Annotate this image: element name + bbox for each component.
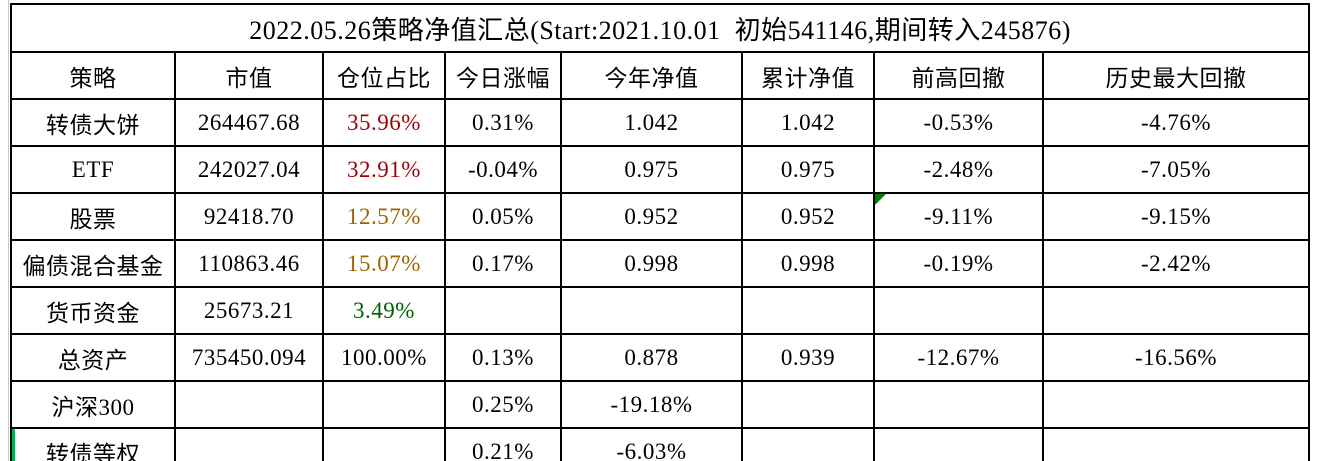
col-header-today-change[interactable]: 今日涨幅 [444,51,562,100]
market-value-cell[interactable]: 242027.04 [174,145,324,194]
market-value-cell[interactable] [174,427,324,461]
ytd-nav-cell[interactable]: -6.03% [560,427,743,461]
col-header-market-value[interactable]: 市值 [174,51,324,100]
sheet-gridline [8,0,9,461]
market-value-cell[interactable]: 735450.094 [174,333,324,382]
prev-high-drawdown-value: -9.11% [923,203,994,229]
strategy-cell[interactable]: 货币资金 [10,286,176,335]
ytd-nav-cell[interactable] [560,286,743,335]
strategy-cell[interactable]: 总资产 [10,333,176,382]
strategy-cell[interactable]: 沪深300 [10,380,176,429]
max-drawdown-cell[interactable]: -4.76% [1041,98,1311,147]
max-drawdown-cell[interactable]: -2.42% [1041,239,1311,288]
max-drawdown-cell[interactable]: -7.05% [1041,145,1311,194]
ytd-nav-cell[interactable]: 0.878 [560,333,743,382]
header-row: 策略 市值 仓位占比 今日涨幅 今年净值 累计净值 前高回撤 历史最大回撤 [10,51,1311,100]
table-row: 转债大饼 264467.68 35.96% 0.31% 1.042 1.042 … [10,98,1311,147]
today-change-cell[interactable]: -0.04% [444,145,562,194]
prev-high-drawdown-cell[interactable]: -0.19% [873,239,1044,288]
prev-high-drawdown-cell[interactable]: -12.67% [873,333,1044,382]
max-drawdown-cell[interactable]: -16.56% [1041,333,1311,382]
ytd-nav-cell[interactable]: 0.998 [560,239,743,288]
prev-high-drawdown-value: -12.67% [917,344,1000,370]
ytd-nav-cell[interactable]: 0.952 [560,192,743,241]
position-cell[interactable]: 35.96% [322,98,446,147]
table-row: ETF 242027.04 32.91% -0.04% 0.975 0.975 … [10,145,1311,194]
prev-high-drawdown-cell[interactable] [873,286,1044,335]
max-drawdown-cell[interactable] [1041,380,1311,429]
cum-nav-cell[interactable]: 0.952 [741,192,875,241]
position-cell[interactable]: 100.00% [322,333,446,382]
prev-high-drawdown-cell[interactable] [873,427,1044,461]
position-cell[interactable]: 15.07% [322,239,446,288]
prev-high-drawdown-cell[interactable] [873,380,1044,429]
col-header-position-pct[interactable]: 仓位占比 [322,51,446,100]
table-row: 偏债混合基金 110863.46 15.07% 0.17% 0.998 0.99… [10,239,1311,288]
position-cell[interactable]: 12.57% [322,192,446,241]
cum-nav-cell[interactable] [741,380,875,429]
strategy-cell[interactable]: ETF [10,145,176,194]
market-value-cell[interactable]: 264467.68 [174,98,324,147]
table-row: 总资产 735450.094 100.00% 0.13% 0.878 0.939… [10,333,1311,382]
col-header-strategy[interactable]: 策略 [10,51,176,100]
table-row: 沪深300 0.25% -19.18% [10,380,1311,429]
col-header-prev-high-drawdown[interactable]: 前高回撤 [873,51,1044,100]
position-cell[interactable]: 32.91% [322,145,446,194]
market-value-cell[interactable] [174,380,324,429]
position-cell[interactable] [322,427,446,461]
error-marker-icon [876,195,886,205]
strategy-cell[interactable]: 偏债混合基金 [10,239,176,288]
today-change-cell[interactable]: 0.21% [444,427,562,461]
position-cell[interactable]: 3.49% [322,286,446,335]
market-value-cell[interactable]: 25673.21 [174,286,324,335]
today-change-cell[interactable]: 0.25% [444,380,562,429]
market-value-cell[interactable]: 110863.46 [174,239,324,288]
table-row: 货币资金 25673.21 3.49% [10,286,1311,335]
cum-nav-cell[interactable]: 1.042 [741,98,875,147]
position-cell[interactable] [322,380,446,429]
prev-high-drawdown-value: -0.53% [923,109,994,135]
strategy-cell[interactable]: 股票 [10,192,176,241]
table-title[interactable]: 2022.05.26策略净值汇总(Start:2021.10.01 初始5411… [9,3,1311,53]
today-change-cell[interactable]: 0.05% [444,192,562,241]
today-change-cell[interactable]: 0.17% [444,239,562,288]
cum-nav-cell[interactable] [741,427,875,461]
max-drawdown-cell[interactable]: -9.15% [1041,192,1311,241]
max-drawdown-cell[interactable] [1041,286,1311,335]
market-value-cell[interactable]: 92418.70 [174,192,324,241]
col-header-ytd-nav[interactable]: 今年净值 [560,51,743,100]
cum-nav-cell[interactable] [741,286,875,335]
col-header-cum-nav[interactable]: 累计净值 [741,51,875,100]
today-change-cell[interactable]: 0.31% [444,98,562,147]
ytd-nav-cell[interactable]: -19.18% [560,380,743,429]
table-row: 转债等权 0.21% -6.03% [10,427,1311,461]
cum-nav-cell[interactable]: 0.939 [741,333,875,382]
today-change-cell[interactable] [444,286,562,335]
strategy-cell[interactable]: 转债等权 [10,427,176,461]
prev-high-drawdown-cell[interactable]: -0.53% [873,98,1044,147]
prev-high-drawdown-cell[interactable]: -2.48% [873,145,1044,194]
strategy-cell[interactable]: 转债大饼 [10,98,176,147]
today-change-cell[interactable]: 0.13% [444,333,562,382]
ytd-nav-cell[interactable]: 1.042 [560,98,743,147]
title-row: 2022.05.26策略净值汇总(Start:2021.10.01 初始5411… [9,3,1311,53]
prev-high-drawdown-value: -2.48% [923,156,994,182]
col-header-max-drawdown[interactable]: 历史最大回撤 [1041,51,1311,100]
ytd-nav-cell[interactable]: 0.975 [560,145,743,194]
table-row: 股票 92418.70 12.57% 0.05% 0.952 0.952 -9.… [10,192,1311,241]
cum-nav-cell[interactable]: 0.998 [741,239,875,288]
prev-high-drawdown-value: -0.19% [923,250,994,276]
max-drawdown-cell[interactable] [1041,427,1311,461]
strategy-summary-table: 2022.05.26策略净值汇总(Start:2021.10.01 初始5411… [9,3,1311,461]
prev-high-drawdown-cell[interactable]: -9.11% [873,192,1044,241]
cum-nav-cell[interactable]: 0.975 [741,145,875,194]
